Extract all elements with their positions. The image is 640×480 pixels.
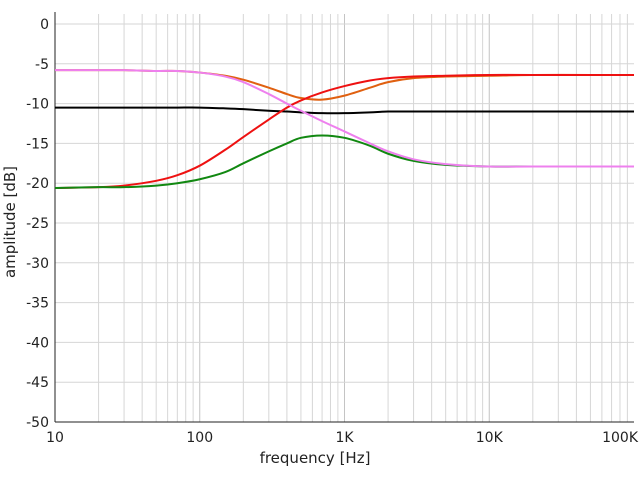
y-tick-label: -15 <box>26 136 49 152</box>
tick-labels: 10 100 1K 10K 100K 0 -5 -10 -15 -20 -25 -30 -35 -40 -4… <box>26 17 639 446</box>
grid-lines <box>54 12 634 423</box>
y-tick-label: -25 <box>26 216 49 232</box>
x-axis-label: frequency [Hz] <box>260 449 371 467</box>
y-tick-label: 0 <box>40 17 49 33</box>
y-axis-label: amplitude [dB] <box>1 166 19 278</box>
y-tick-label: -40 <box>26 335 49 351</box>
y-tick-label: -50 <box>26 415 49 431</box>
y-tick-label: -5 <box>35 57 49 73</box>
series-line-5 <box>54 69 634 168</box>
y-tick-label: -10 <box>26 97 49 113</box>
y-tick-label: -45 <box>26 375 49 391</box>
x-tick-label: 10 <box>46 430 64 446</box>
series-line-1 <box>54 106 634 115</box>
y-tick-label: -20 <box>26 176 49 192</box>
x-tick-label: 1K <box>335 430 354 446</box>
x-tick-label: 10K <box>476 430 504 446</box>
series-line-3 <box>54 73 634 189</box>
y-tick-label: -35 <box>26 296 49 312</box>
x-tick-label: 100K <box>602 430 639 446</box>
series-lines <box>54 69 634 189</box>
y-tick-label: -30 <box>26 256 49 272</box>
x-tick-label: 100 <box>186 430 213 446</box>
